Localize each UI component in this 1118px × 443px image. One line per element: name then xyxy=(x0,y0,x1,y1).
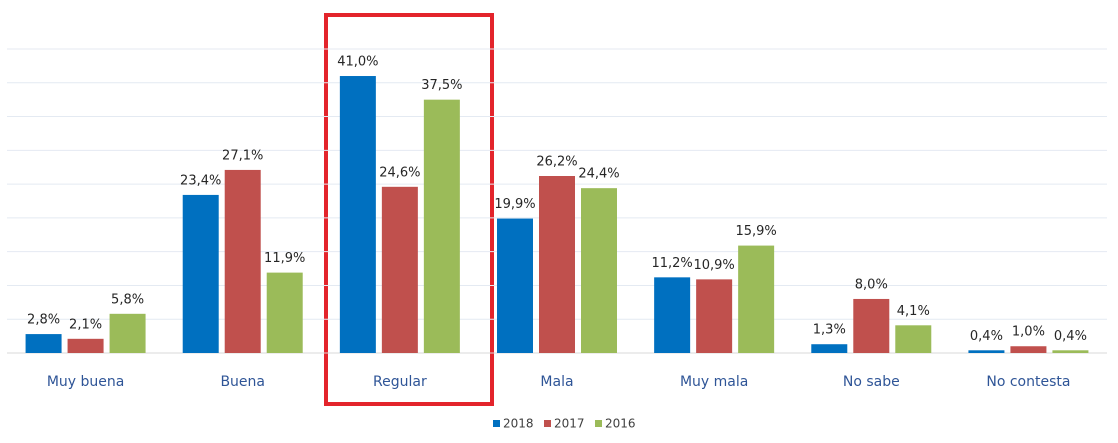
legend-label: 2016 xyxy=(605,417,636,431)
value-label: 15,9% xyxy=(735,224,776,239)
value-label: 2,8% xyxy=(27,313,60,328)
legend-swatch xyxy=(493,420,500,427)
value-label: 0,4% xyxy=(970,329,1003,344)
bar xyxy=(224,169,261,353)
value-label: 19,9% xyxy=(494,197,535,212)
bar xyxy=(581,188,617,353)
x-tick-label: Mala xyxy=(540,374,573,390)
legend-swatch xyxy=(544,420,551,427)
bar xyxy=(738,245,775,353)
bar xyxy=(895,325,932,353)
x-tick-label: No sabe xyxy=(843,374,900,390)
bar xyxy=(182,194,219,353)
bar xyxy=(339,76,376,354)
bar xyxy=(497,218,533,353)
highlight-box xyxy=(324,13,494,406)
bar xyxy=(109,313,146,353)
bar xyxy=(423,99,460,354)
bar xyxy=(811,344,848,353)
bar xyxy=(67,338,104,353)
value-label: 10,9% xyxy=(693,258,734,273)
value-label: 24,4% xyxy=(578,167,619,182)
value-label: 11,9% xyxy=(264,251,305,266)
legend-swatch xyxy=(595,420,602,427)
x-tick-label: Muy buena xyxy=(47,374,125,390)
value-label: 0,4% xyxy=(1054,329,1087,344)
bar xyxy=(539,176,575,353)
legend-label: 2017 xyxy=(554,417,585,431)
value-label: 4,1% xyxy=(897,304,930,319)
bar xyxy=(266,272,303,353)
bar xyxy=(381,186,418,353)
value-label: 11,2% xyxy=(651,256,692,271)
bar xyxy=(968,350,1005,353)
bar xyxy=(654,277,691,353)
bar xyxy=(1052,350,1089,353)
value-label: 26,2% xyxy=(536,155,577,170)
value-label: 1,3% xyxy=(813,323,846,338)
bar xyxy=(1010,346,1047,353)
x-tick-label: No contesta xyxy=(986,374,1070,390)
value-label: 1,0% xyxy=(1012,325,1045,340)
value-label: 27,1% xyxy=(222,148,263,163)
x-tick-label: Regular xyxy=(373,374,427,390)
value-label: 23,4% xyxy=(180,173,221,188)
value-label: 37,5% xyxy=(421,78,462,93)
value-label: 24,6% xyxy=(379,165,420,180)
value-label: 2,1% xyxy=(69,317,102,332)
legend-label: 2018 xyxy=(503,417,534,431)
value-label: 5,8% xyxy=(111,292,144,307)
bar xyxy=(696,279,733,353)
bar xyxy=(853,298,890,353)
x-tick-label: Buena xyxy=(220,374,265,390)
bar xyxy=(25,334,62,353)
x-tick-label: Muy mala xyxy=(680,374,748,390)
value-label: 8,0% xyxy=(855,277,888,292)
value-label: 41,0% xyxy=(337,55,378,70)
